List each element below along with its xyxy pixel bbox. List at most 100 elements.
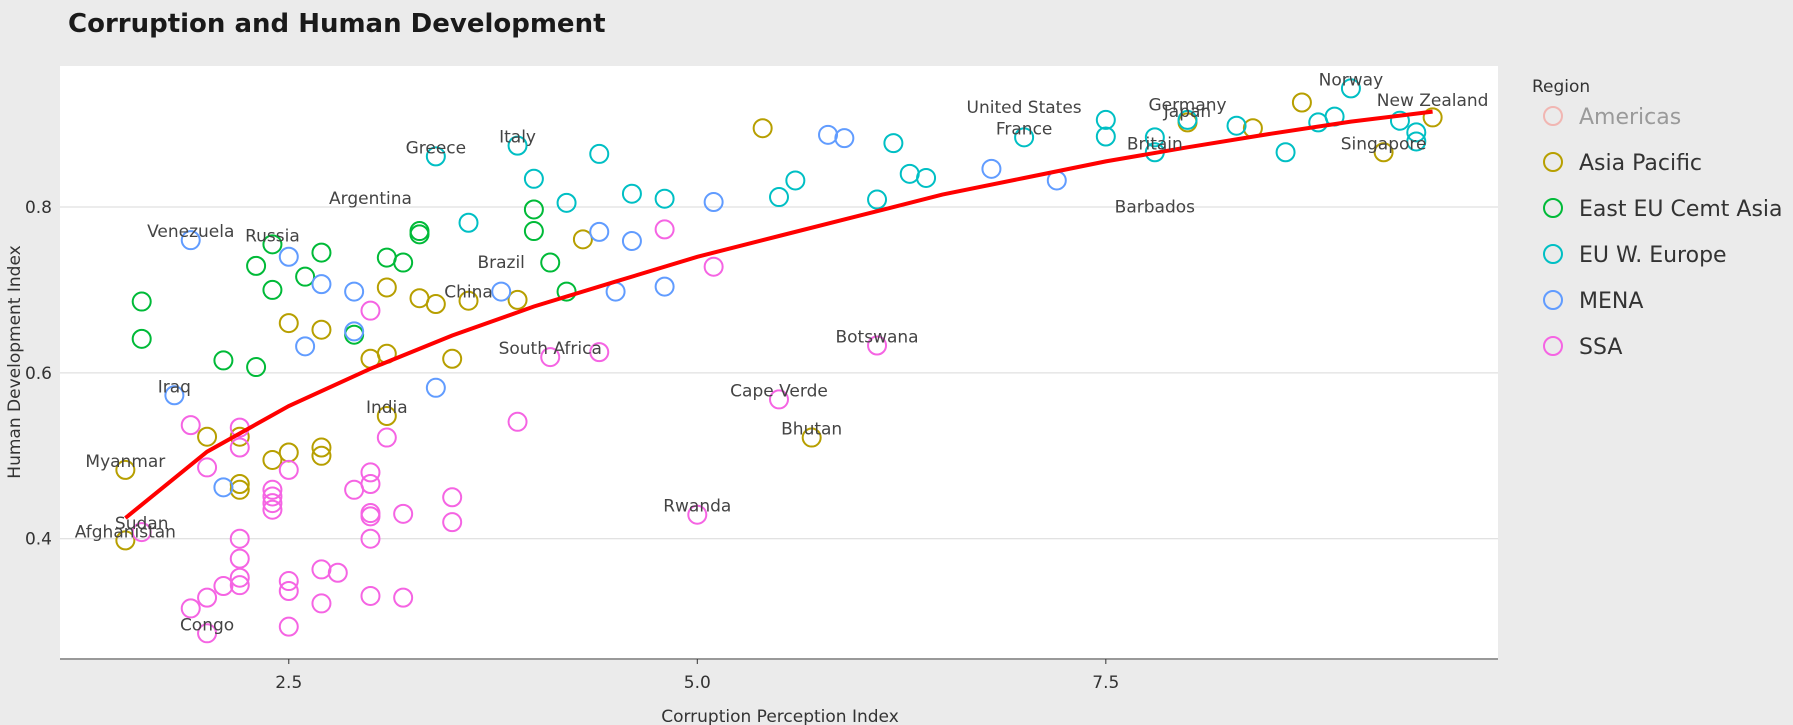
point-ssa [442,487,463,508]
point-ssa [278,459,299,480]
point-ssa [654,219,675,240]
x-tick-label: 5.0 [684,673,711,693]
point-eu-w-europe [1095,109,1116,130]
point-ssa [327,562,348,583]
point-east-eu-cemt-asia [523,221,544,242]
legend: Region Americas Asia Pacific East EU Cemt … [1532,77,1783,360]
point-eu-w-europe [1014,127,1035,148]
point-ssa [278,571,299,592]
point-mena [491,281,512,302]
point-eu-w-europe [1095,126,1116,147]
country-label: Greece [406,138,467,158]
point-asia-pacific [507,289,528,310]
point-mena [180,230,201,251]
country-label: Italy [499,128,536,148]
point-mena [981,158,1002,179]
legend-item-label[interactable]: Americas [1579,105,1681,130]
point-asia-pacific [229,479,250,500]
point-eu-w-europe [1340,78,1361,99]
point-ssa [687,504,708,525]
legend-swatch [1543,152,1563,172]
point-east-eu-cemt-asia [131,291,152,312]
legend-swatch [1543,198,1563,218]
point-east-eu-cemt-asia [262,234,283,255]
legend-item-label[interactable]: EU W. Europe [1579,243,1727,268]
point-eu-w-europe [1389,110,1410,131]
chart-title: Corruption and Human Development [68,9,606,39]
legend-title: Region [1532,77,1590,97]
point-asia-pacific [311,445,332,466]
country-label: Britain [1127,134,1183,154]
point-mena [213,477,234,498]
point-eu-w-europe [1406,122,1427,143]
trend-line [124,109,1433,520]
point-asia-pacific [115,459,136,480]
y-tick-label: 0.6 [25,364,52,384]
point-ssa [311,593,332,614]
point-eu-w-europe [621,183,642,204]
point-ssa [229,437,250,458]
country-label: Venezuela [147,222,234,242]
point-mena [654,276,675,297]
point-east-eu-cemt-asia [246,357,267,378]
country-label: Myanmar [85,452,165,472]
point-eu-w-europe [1226,115,1247,136]
point-asia-pacific [311,319,332,340]
point-asia-pacific [278,313,299,334]
point-east-eu-cemt-asia [246,255,267,276]
point-mena [834,128,855,149]
legend-swatch [1543,336,1563,356]
point-ssa [229,575,250,596]
country-label: Japan [1163,102,1211,122]
point-ssa [507,411,528,432]
country-label: Russia [245,226,300,246]
country-label: France [996,119,1053,139]
legend-item-label[interactable]: East EU Cemt Asia [1579,197,1783,222]
point-ssa [278,580,299,601]
point-eu-w-europe [523,168,544,189]
point-ssa [278,616,299,637]
point-ssa [197,587,218,608]
point-mena [295,336,316,357]
point-ssa [360,462,381,483]
country-label: Germany [1148,95,1226,115]
point-eu-w-europe [1406,131,1427,152]
point-eu-w-europe [867,189,888,210]
point-ssa [262,486,283,507]
point-ssa [393,503,414,524]
point-ssa [360,585,381,606]
point-asia-pacific [311,437,332,458]
x-tick-label: 2.5 [275,673,302,693]
point-east-eu-cemt-asia [556,281,577,302]
point-mena [425,377,446,398]
point-mena [703,192,724,213]
point-ssa [229,528,250,549]
country-label: Singapore [1341,134,1427,154]
point-eu-w-europe [589,143,610,164]
point-ssa [180,598,201,619]
y-axis-title: Human Development Index [5,245,25,478]
point-eu-w-europe [916,167,937,188]
legend-item-label[interactable]: MENA [1579,289,1643,314]
legend-item-label[interactable]: Asia Pacific [1579,151,1702,176]
point-ssa [360,528,381,549]
point-ssa [360,506,381,527]
point-asia-pacific [376,405,397,426]
legend-item-label[interactable]: SSA [1579,335,1622,360]
point-east-eu-cemt-asia [213,350,234,371]
country-label: China [444,283,493,303]
country-label: Sudan [115,514,169,534]
point-asia-pacific [572,229,593,250]
point-ssa [769,389,789,410]
point-eu-w-europe [507,135,528,156]
point-eu-w-europe [556,192,577,213]
country-label: United States [967,98,1082,118]
country-label: South Africa [499,339,602,359]
point-east-eu-cemt-asia [311,242,332,263]
point-asia-pacific [425,294,446,315]
point-asia-pacific [1373,142,1394,163]
legend-swatch [1543,106,1563,126]
point-ssa [262,499,283,520]
